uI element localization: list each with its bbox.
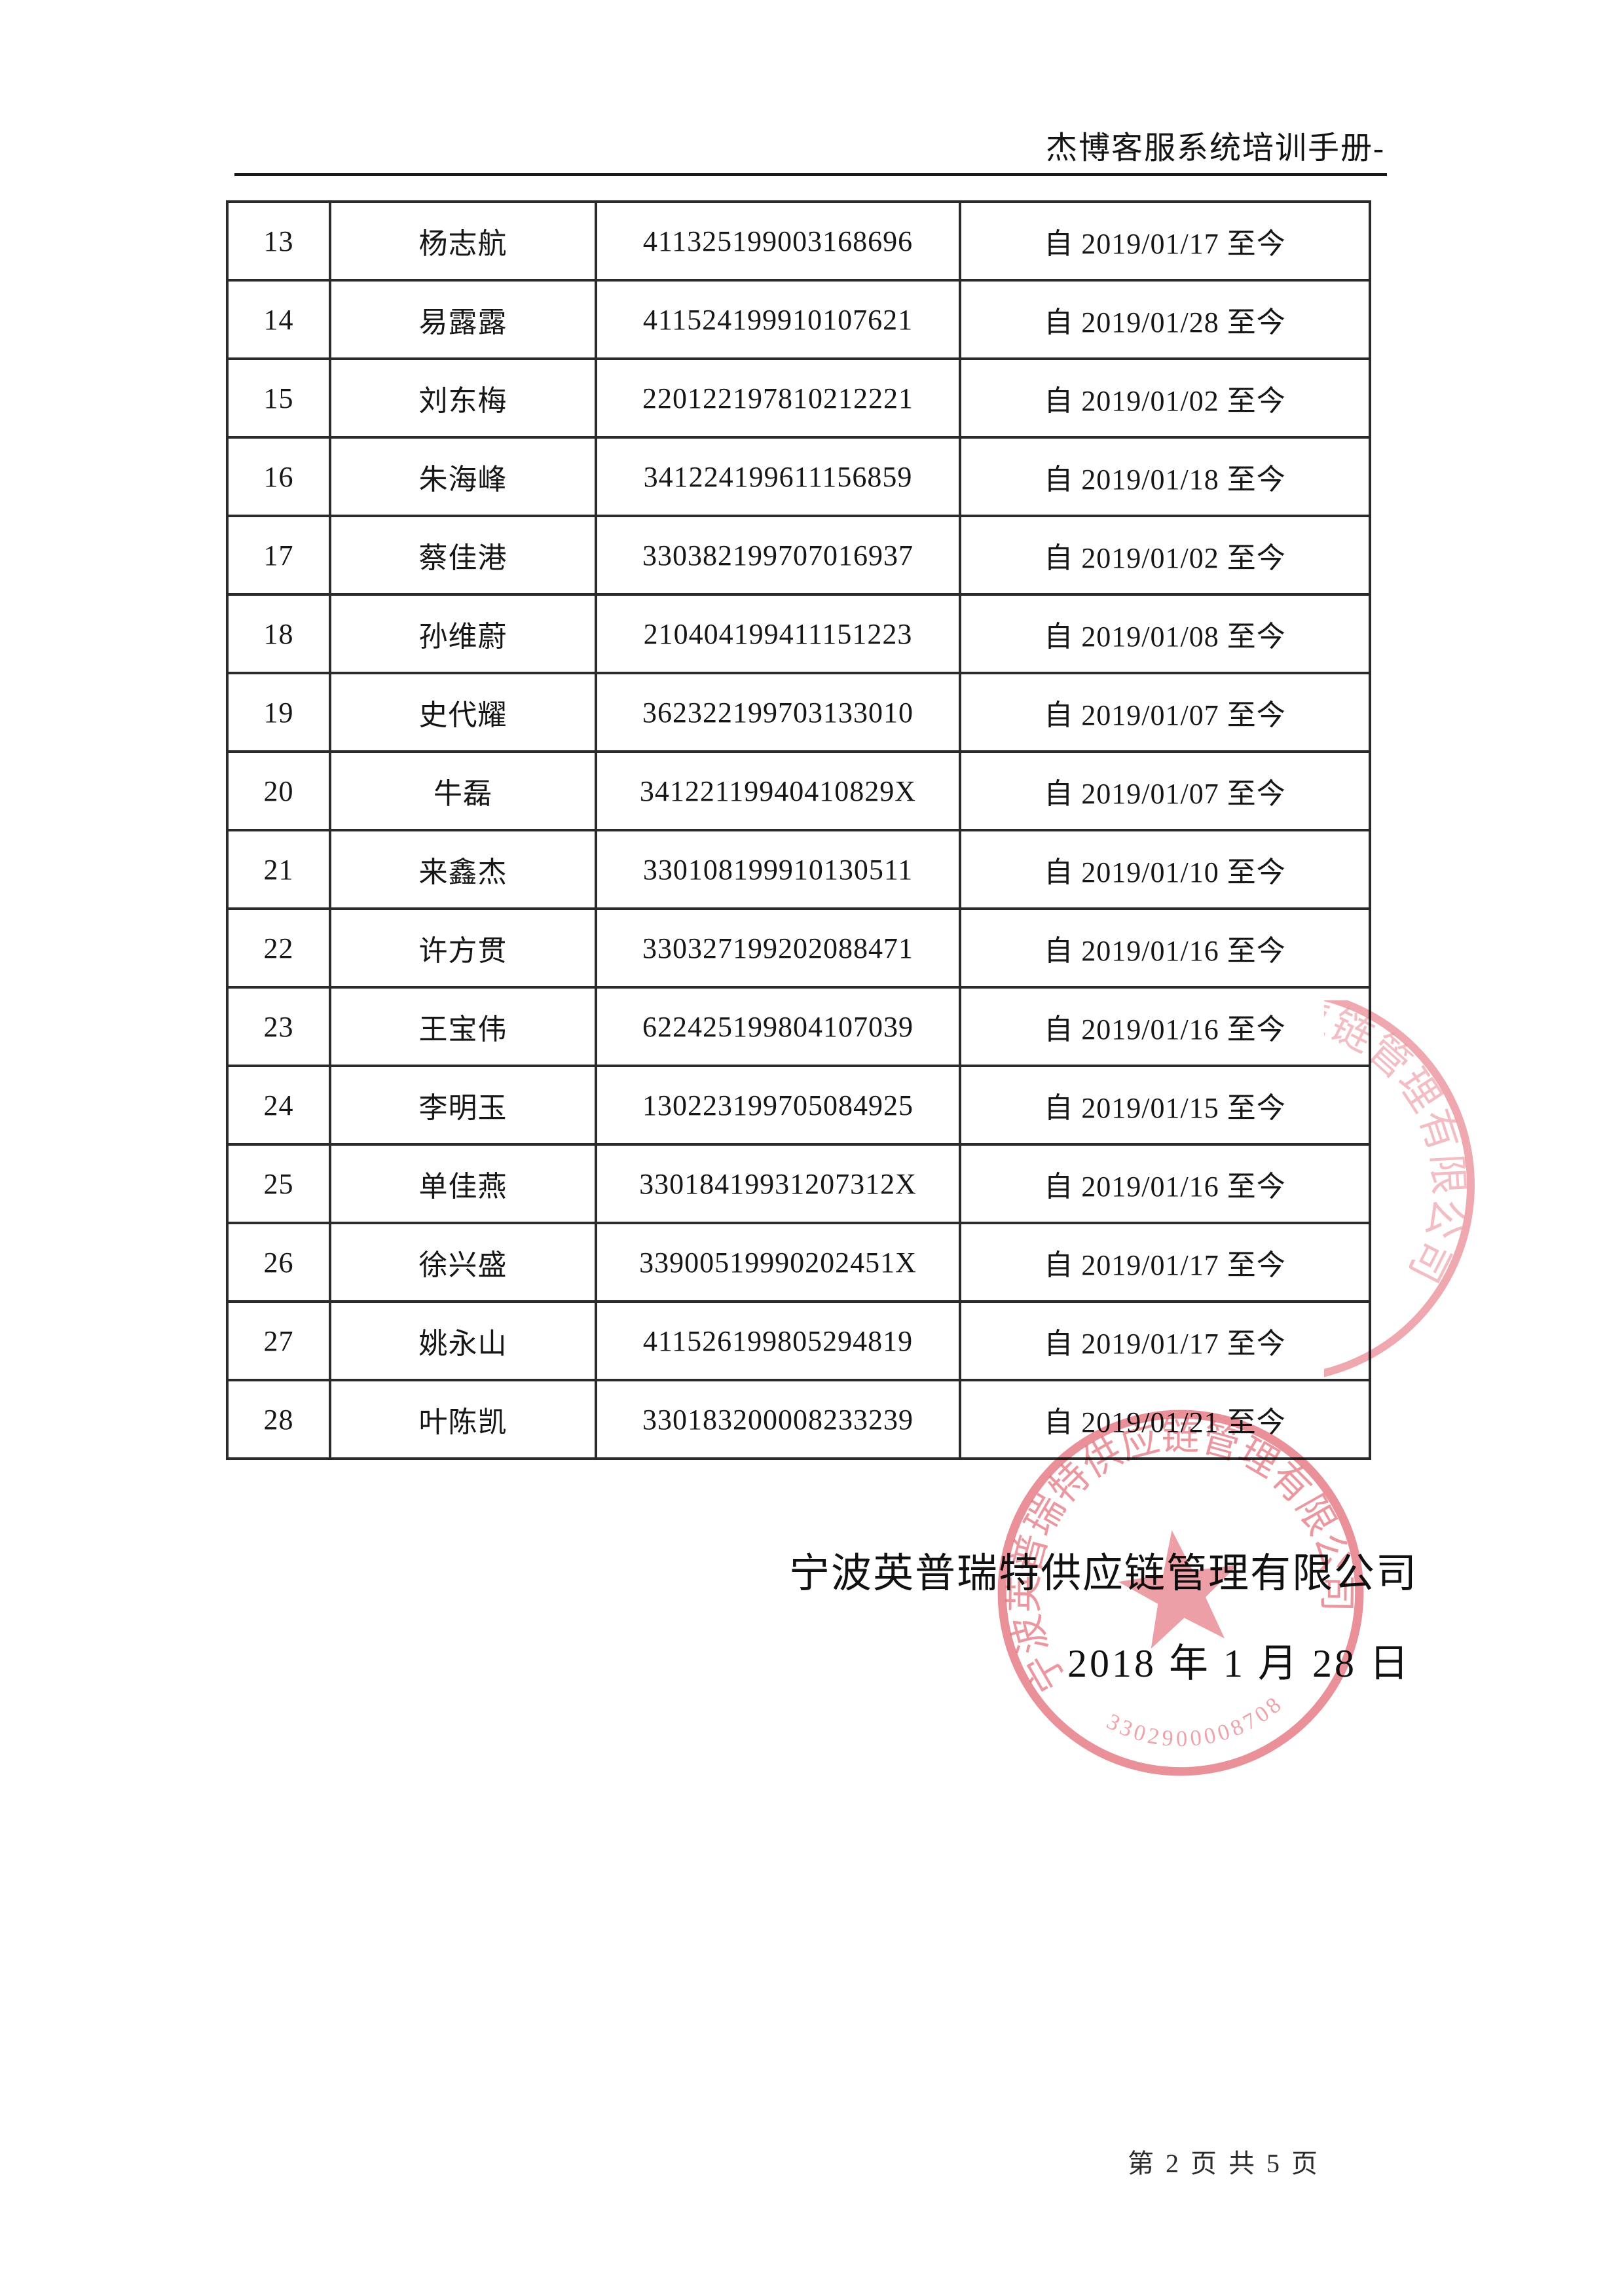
cell-index: 23 <box>226 986 331 1067</box>
cell-name: 叶陈凯 <box>329 1379 597 1460</box>
cell-index: 13 <box>226 200 331 282</box>
cell-period: 自 2019/01/17 至今 <box>959 200 1371 282</box>
cell-period: 自 2019/01/15 至今 <box>959 1065 1371 1146</box>
cell-name: 朱海峰 <box>329 436 597 517</box>
star-icon <box>1118 1530 1238 1649</box>
table-row: 26 徐兴盛 33900519990202451X 自 2019/01/17 至… <box>226 1222 1371 1303</box>
table-row: 28 叶陈凯 330183200008233239 自 2019/01/21 至… <box>226 1379 1371 1460</box>
cell-name: 许方贯 <box>329 907 597 989</box>
partial-seal-stamp: 宁波英普瑞特供应链管理有限公司 <box>1324 1000 1500 1393</box>
cell-id-number: 220122197810212221 <box>595 357 961 439</box>
cell-index: 27 <box>226 1300 331 1381</box>
cell-name: 孙维蔚 <box>329 593 597 674</box>
cell-period: 自 2019/01/02 至今 <box>959 357 1371 439</box>
cell-id-number: 341224199611156859 <box>595 436 961 517</box>
cell-period: 自 2019/01/16 至今 <box>959 986 1371 1067</box>
cell-index: 26 <box>226 1222 331 1303</box>
cell-name: 来鑫杰 <box>329 829 597 910</box>
cell-id-number: 330382199707016937 <box>595 515 961 596</box>
cell-period: 自 2019/01/07 至今 <box>959 750 1371 831</box>
cell-id-number: 622425199804107039 <box>595 986 961 1067</box>
cell-index: 21 <box>226 829 331 910</box>
cell-name: 李明玉 <box>329 1065 597 1146</box>
cell-period: 自 2019/01/28 至今 <box>959 279 1371 360</box>
table-row: 15 刘东梅 220122197810212221 自 2019/01/02 至… <box>226 357 1371 439</box>
cell-index: 14 <box>226 279 331 360</box>
table-row: 24 李明玉 130223199705084925 自 2019/01/15 至… <box>226 1065 1371 1146</box>
table-row: 17 蔡佳港 330382199707016937 自 2019/01/02 至… <box>226 515 1371 596</box>
cell-id-number: 330327199202088471 <box>595 907 961 989</box>
cell-index: 17 <box>226 515 331 596</box>
cell-name: 王宝伟 <box>329 986 597 1067</box>
header-divider-line <box>234 173 1387 176</box>
cell-index: 28 <box>226 1379 331 1460</box>
cell-name: 单佳燕 <box>329 1143 597 1224</box>
cell-period: 自 2019/01/17 至今 <box>959 1300 1371 1381</box>
cell-period: 自 2019/01/16 至今 <box>959 1143 1371 1224</box>
seal-ring <box>997 1410 1364 1776</box>
cell-period: 自 2019/01/17 至今 <box>959 1222 1371 1303</box>
cell-id-number: 33900519990202451X <box>595 1222 961 1303</box>
table-row: 19 史代耀 362322199703133010 自 2019/01/07 至… <box>226 672 1371 753</box>
cell-id-number: 362322199703133010 <box>595 672 961 753</box>
cell-index: 22 <box>226 907 331 989</box>
company-seal-stamp: 宁波英普瑞特供应链管理有限公司 3302900008708 <box>970 1382 1392 1804</box>
table-row: 21 来鑫杰 330108199910130511 自 2019/01/10 至… <box>226 829 1371 910</box>
cell-id-number: 411325199003168696 <box>595 200 961 282</box>
table-row: 16 朱海峰 341224199611156859 自 2019/01/18 至… <box>226 436 1371 517</box>
cell-name: 蔡佳港 <box>329 515 597 596</box>
cell-id-number: 210404199411151223 <box>595 593 961 674</box>
page-number-indicator: 第 2 页 共 5 页 <box>1128 2149 1320 2178</box>
cell-id-number: 33018419931207312X <box>595 1143 961 1224</box>
table-row: 18 孙维蔚 210404199411151223 自 2019/01/08 至… <box>226 593 1371 674</box>
cell-index: 25 <box>226 1143 331 1224</box>
cell-id-number: 411526199805294819 <box>595 1300 961 1381</box>
cell-name: 牛磊 <box>329 750 597 831</box>
cell-index: 20 <box>226 750 331 831</box>
cell-period: 自 2019/01/16 至今 <box>959 907 1371 989</box>
table-row: 13 杨志航 411325199003168696 自 2019/01/17 至… <box>226 200 1371 282</box>
document-header-title: 杰博客服系统培训手册- <box>1046 131 1385 166</box>
cell-name: 徐兴盛 <box>329 1222 597 1303</box>
cell-id-number: 330183200008233239 <box>595 1379 961 1460</box>
table-row: 25 单佳燕 33018419931207312X 自 2019/01/16 至… <box>226 1143 1371 1224</box>
seal-ring <box>1324 1000 1475 1383</box>
cell-id-number: 411524199910107621 <box>595 279 961 360</box>
cell-period: 自 2019/01/10 至今 <box>959 829 1371 910</box>
cell-name: 史代耀 <box>329 672 597 753</box>
personnel-roster-table: 13 杨志航 411325199003168696 自 2019/01/17 至… <box>226 200 1371 1460</box>
company-seal-graphic: 宁波英普瑞特供应链管理有限公司 3302900008708 <box>979 1391 1369 1776</box>
table-row: 22 许方贯 330327199202088471 自 2019/01/16 至… <box>226 907 1371 989</box>
cell-index: 15 <box>226 357 331 439</box>
cell-period: 自 2019/01/08 至今 <box>959 593 1371 674</box>
cell-period: 自 2019/01/02 至今 <box>959 515 1371 596</box>
cell-name: 姚永山 <box>329 1300 597 1381</box>
cell-index: 16 <box>226 436 331 517</box>
cell-period: 自 2019/01/07 至今 <box>959 672 1371 753</box>
cell-id-number: 130223199705084925 <box>595 1065 961 1146</box>
cell-period: 自 2019/01/18 至今 <box>959 436 1371 517</box>
cell-name: 杨志航 <box>329 200 597 282</box>
table-row: 20 牛磊 34122119940410829X 自 2019/01/07 至今 <box>226 750 1371 831</box>
cell-id-number: 330108199910130511 <box>595 829 961 910</box>
table-row: 23 王宝伟 622425199804107039 自 2019/01/16 至… <box>226 986 1371 1067</box>
company-signature: 宁波英普瑞特供应链管理有限公司 <box>789 1552 1418 1596</box>
partial-seal-graphic: 宁波英普瑞特供应链管理有限公司 <box>1324 1000 1500 1383</box>
cell-index: 19 <box>226 672 331 753</box>
cell-name: 易露露 <box>329 279 597 360</box>
cell-id-number: 34122119940410829X <box>595 750 961 831</box>
cell-index: 24 <box>226 1065 331 1146</box>
cell-name: 刘东梅 <box>329 357 597 439</box>
cell-index: 18 <box>226 593 331 674</box>
table-row: 14 易露露 411524199910107621 自 2019/01/28 至… <box>226 279 1371 360</box>
table-row: 27 姚永山 411526199805294819 自 2019/01/17 至… <box>226 1300 1371 1381</box>
